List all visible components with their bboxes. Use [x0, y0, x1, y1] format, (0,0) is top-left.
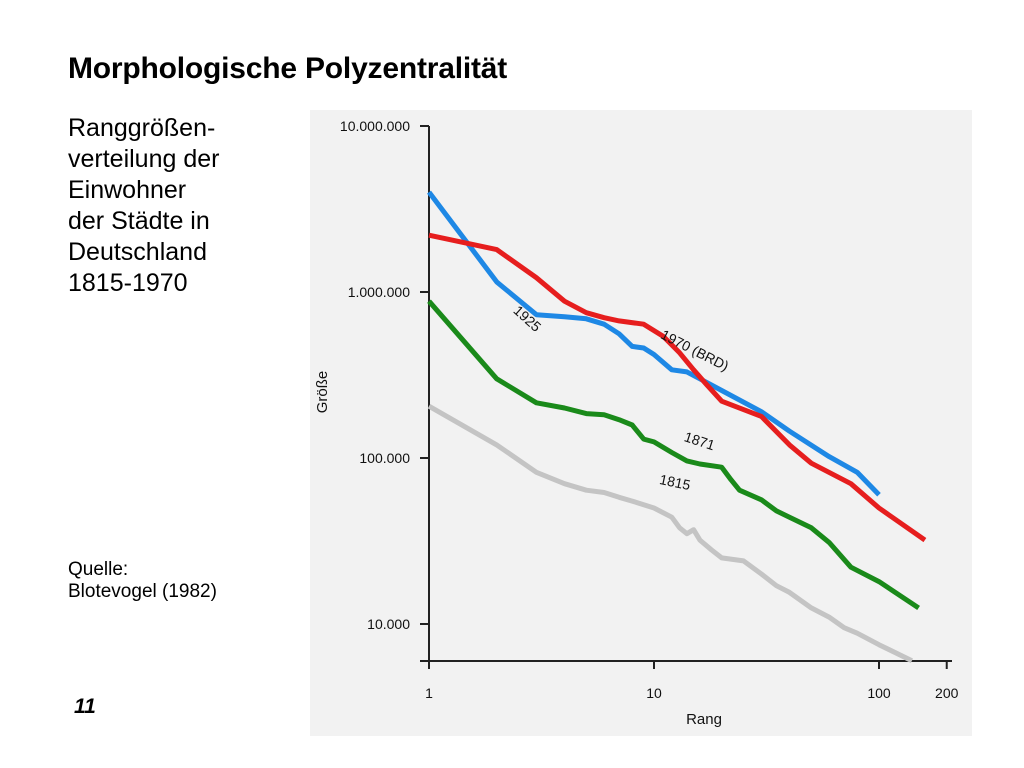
- source-line: Quelle:: [68, 559, 129, 580]
- x-tick-label: 100: [867, 685, 891, 701]
- series-line-1871: [427, 299, 920, 610]
- series-line-1970-brd-: [428, 232, 927, 543]
- series-label: 1871: [682, 428, 717, 453]
- chart-series: [427, 190, 927, 664]
- description-line: verteilung der: [68, 145, 220, 173]
- x-axis-title: Rang: [686, 711, 722, 728]
- x-tick-label: 10: [646, 685, 662, 701]
- x-tick-label: 1: [425, 685, 433, 701]
- y-tick-label: 10.000: [367, 616, 410, 632]
- x-tick-label: 200: [935, 685, 959, 701]
- y-tick-label: 10.000.000: [340, 118, 410, 134]
- series-label: 1815: [658, 471, 692, 493]
- chart-background: [310, 110, 972, 736]
- description-line: 1815-1970: [68, 269, 188, 297]
- series-line-1815: [427, 404, 913, 664]
- chart-description: Ranggrößen- verteilung der Einwohner der…: [68, 113, 298, 299]
- y-tick-label: 1.000.000: [348, 284, 410, 300]
- description-line: der Städte in: [68, 207, 210, 235]
- chart-axes: 10.000.000 1.000.000 100.000 10.000 1 10 100 20…: [314, 118, 959, 728]
- source-citation: Quelle: Blotevogel (1982): [68, 559, 217, 603]
- slide-number: 11: [74, 695, 96, 718]
- description-line: Deutschland: [68, 238, 207, 266]
- source-line: Blotevogel (1982): [68, 581, 217, 602]
- description-line: Einwohner: [68, 176, 187, 204]
- series-line-1925: [427, 190, 881, 497]
- y-axis-title: Größe: [314, 371, 331, 414]
- description-line: Ranggrößen-: [68, 114, 216, 142]
- y-tick-label: 100.000: [359, 450, 410, 466]
- series-label: 1925: [510, 302, 544, 335]
- slide-title: Morphologische Polyzentralität: [68, 52, 508, 85]
